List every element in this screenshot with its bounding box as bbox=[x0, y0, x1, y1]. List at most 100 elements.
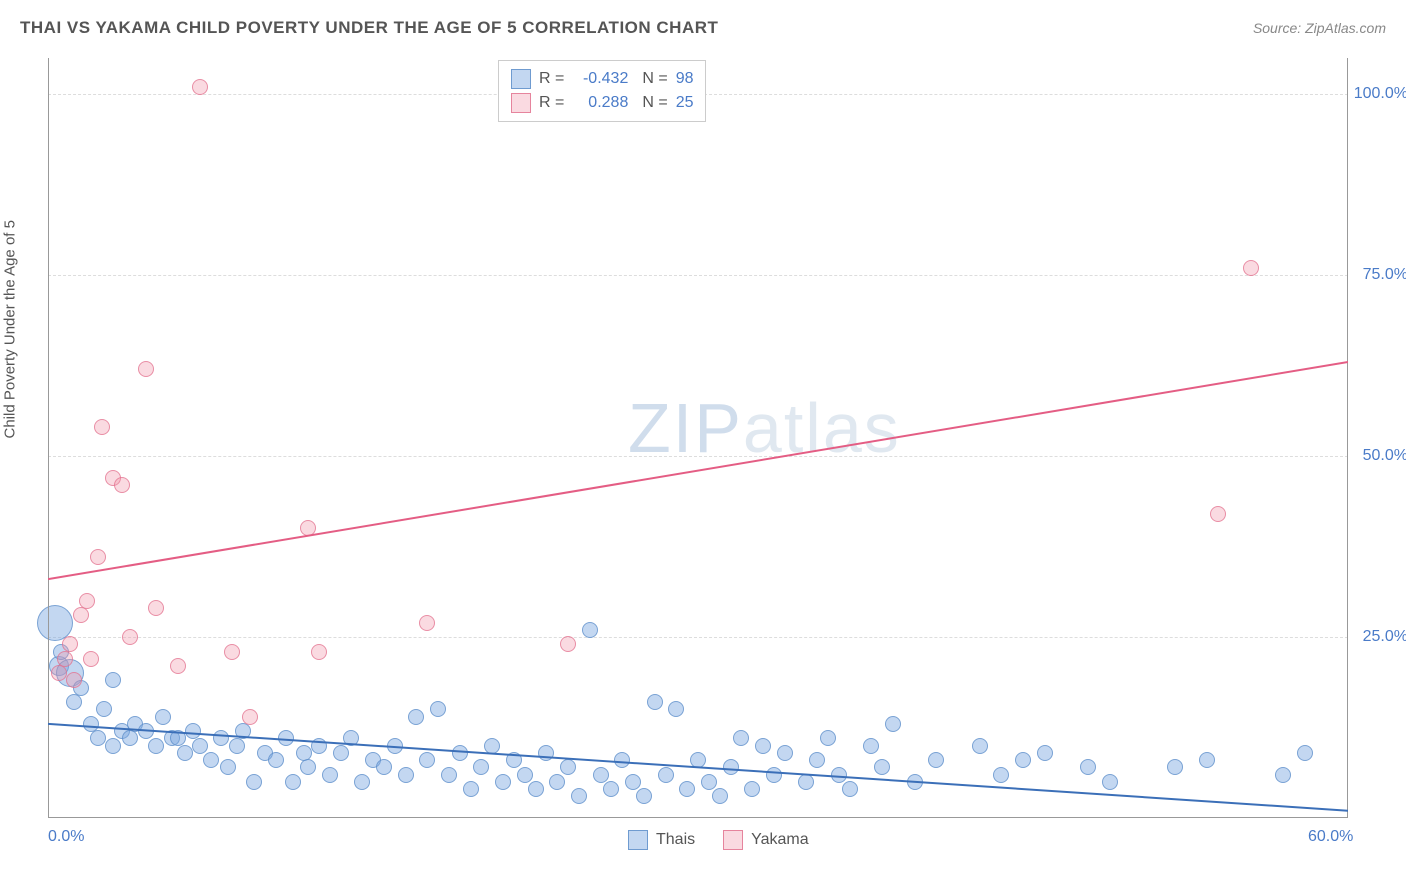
data-point bbox=[560, 636, 576, 652]
data-point bbox=[1199, 752, 1215, 768]
data-point bbox=[246, 774, 262, 790]
y-tick-label: 50.0% bbox=[1363, 447, 1406, 465]
r-value-thais: -0.432 bbox=[572, 70, 628, 88]
data-point bbox=[798, 774, 814, 790]
chart-source: Source: ZipAtlas.com bbox=[1253, 20, 1386, 36]
n-label: N = bbox=[642, 70, 667, 88]
data-point bbox=[192, 79, 208, 95]
data-point bbox=[1243, 260, 1259, 276]
data-point bbox=[105, 672, 121, 688]
y-tick-label: 100.0% bbox=[1354, 85, 1406, 103]
data-point bbox=[928, 752, 944, 768]
data-point bbox=[398, 767, 414, 783]
legend-row-thais: R = -0.432 N = 98 bbox=[511, 67, 693, 91]
legend-label-yakama: Yakama bbox=[751, 831, 809, 849]
data-point bbox=[57, 651, 73, 667]
data-point bbox=[105, 738, 121, 754]
data-point bbox=[122, 629, 138, 645]
data-point bbox=[224, 644, 240, 660]
data-point bbox=[62, 636, 78, 652]
data-point bbox=[333, 745, 349, 761]
data-point bbox=[441, 767, 457, 783]
swatch-pink-icon bbox=[723, 830, 743, 850]
r-value-yakama: 0.288 bbox=[572, 94, 628, 112]
data-point bbox=[96, 701, 112, 717]
data-point bbox=[148, 600, 164, 616]
series-legend: Thais Yakama bbox=[628, 830, 809, 850]
data-point bbox=[311, 738, 327, 754]
data-point bbox=[408, 709, 424, 725]
data-point bbox=[354, 774, 370, 790]
data-point bbox=[300, 759, 316, 775]
legend-item-yakama: Yakama bbox=[723, 830, 809, 850]
data-point bbox=[419, 752, 435, 768]
data-point bbox=[138, 361, 154, 377]
data-point bbox=[614, 752, 630, 768]
swatch-blue-icon bbox=[511, 69, 531, 89]
data-point bbox=[419, 615, 435, 631]
y-axis-line-left bbox=[48, 58, 49, 818]
data-point bbox=[690, 752, 706, 768]
data-point bbox=[1102, 774, 1118, 790]
data-point bbox=[484, 738, 500, 754]
data-point bbox=[874, 759, 890, 775]
n-value-yakama: 25 bbox=[676, 94, 694, 112]
data-point bbox=[625, 774, 641, 790]
data-point bbox=[560, 759, 576, 775]
data-point bbox=[744, 781, 760, 797]
data-point bbox=[820, 730, 836, 746]
data-point bbox=[506, 752, 522, 768]
chart-title: THAI VS YAKAMA CHILD POVERTY UNDER THE A… bbox=[20, 18, 718, 38]
x-tick-label: 60.0% bbox=[1308, 828, 1353, 846]
data-point bbox=[300, 520, 316, 536]
legend-row-yakama: R = 0.288 N = 25 bbox=[511, 91, 693, 115]
data-point bbox=[79, 593, 95, 609]
data-point bbox=[582, 622, 598, 638]
data-point bbox=[148, 738, 164, 754]
data-point bbox=[712, 788, 728, 804]
data-point bbox=[733, 730, 749, 746]
data-point bbox=[701, 774, 717, 790]
data-point bbox=[170, 658, 186, 674]
data-point bbox=[242, 709, 258, 725]
data-point bbox=[73, 607, 89, 623]
data-point bbox=[220, 759, 236, 775]
x-tick-label: 0.0% bbox=[48, 828, 84, 846]
data-point bbox=[658, 767, 674, 783]
legend-item-thais: Thais bbox=[628, 830, 695, 850]
data-point bbox=[885, 716, 901, 732]
gridline bbox=[48, 275, 1348, 276]
data-point bbox=[203, 752, 219, 768]
data-point bbox=[268, 752, 284, 768]
data-point bbox=[235, 723, 251, 739]
data-point bbox=[90, 549, 106, 565]
data-point bbox=[647, 694, 663, 710]
data-point bbox=[1210, 506, 1226, 522]
data-point bbox=[571, 788, 587, 804]
y-tick-label: 75.0% bbox=[1363, 266, 1406, 284]
data-point bbox=[51, 665, 67, 681]
data-point bbox=[122, 730, 138, 746]
data-point bbox=[213, 730, 229, 746]
data-point bbox=[668, 701, 684, 717]
swatch-blue-icon bbox=[628, 830, 648, 850]
plot-surface: 25.0%50.0%75.0%100.0%0.0%60.0% bbox=[48, 58, 1348, 818]
data-point bbox=[517, 767, 533, 783]
data-point bbox=[1037, 745, 1053, 761]
data-point bbox=[285, 774, 301, 790]
data-point bbox=[863, 738, 879, 754]
data-point bbox=[138, 723, 154, 739]
data-point bbox=[90, 730, 106, 746]
x-axis-line bbox=[48, 817, 1348, 818]
data-point bbox=[593, 767, 609, 783]
data-point bbox=[229, 738, 245, 754]
data-point bbox=[114, 477, 130, 493]
data-point bbox=[430, 701, 446, 717]
data-point bbox=[66, 672, 82, 688]
data-point bbox=[66, 694, 82, 710]
y-axis-label: Child Poverty Under the Age of 5 bbox=[2, 220, 19, 438]
y-tick-label: 25.0% bbox=[1363, 628, 1406, 646]
data-point bbox=[495, 774, 511, 790]
data-point bbox=[177, 745, 193, 761]
data-point bbox=[376, 759, 392, 775]
